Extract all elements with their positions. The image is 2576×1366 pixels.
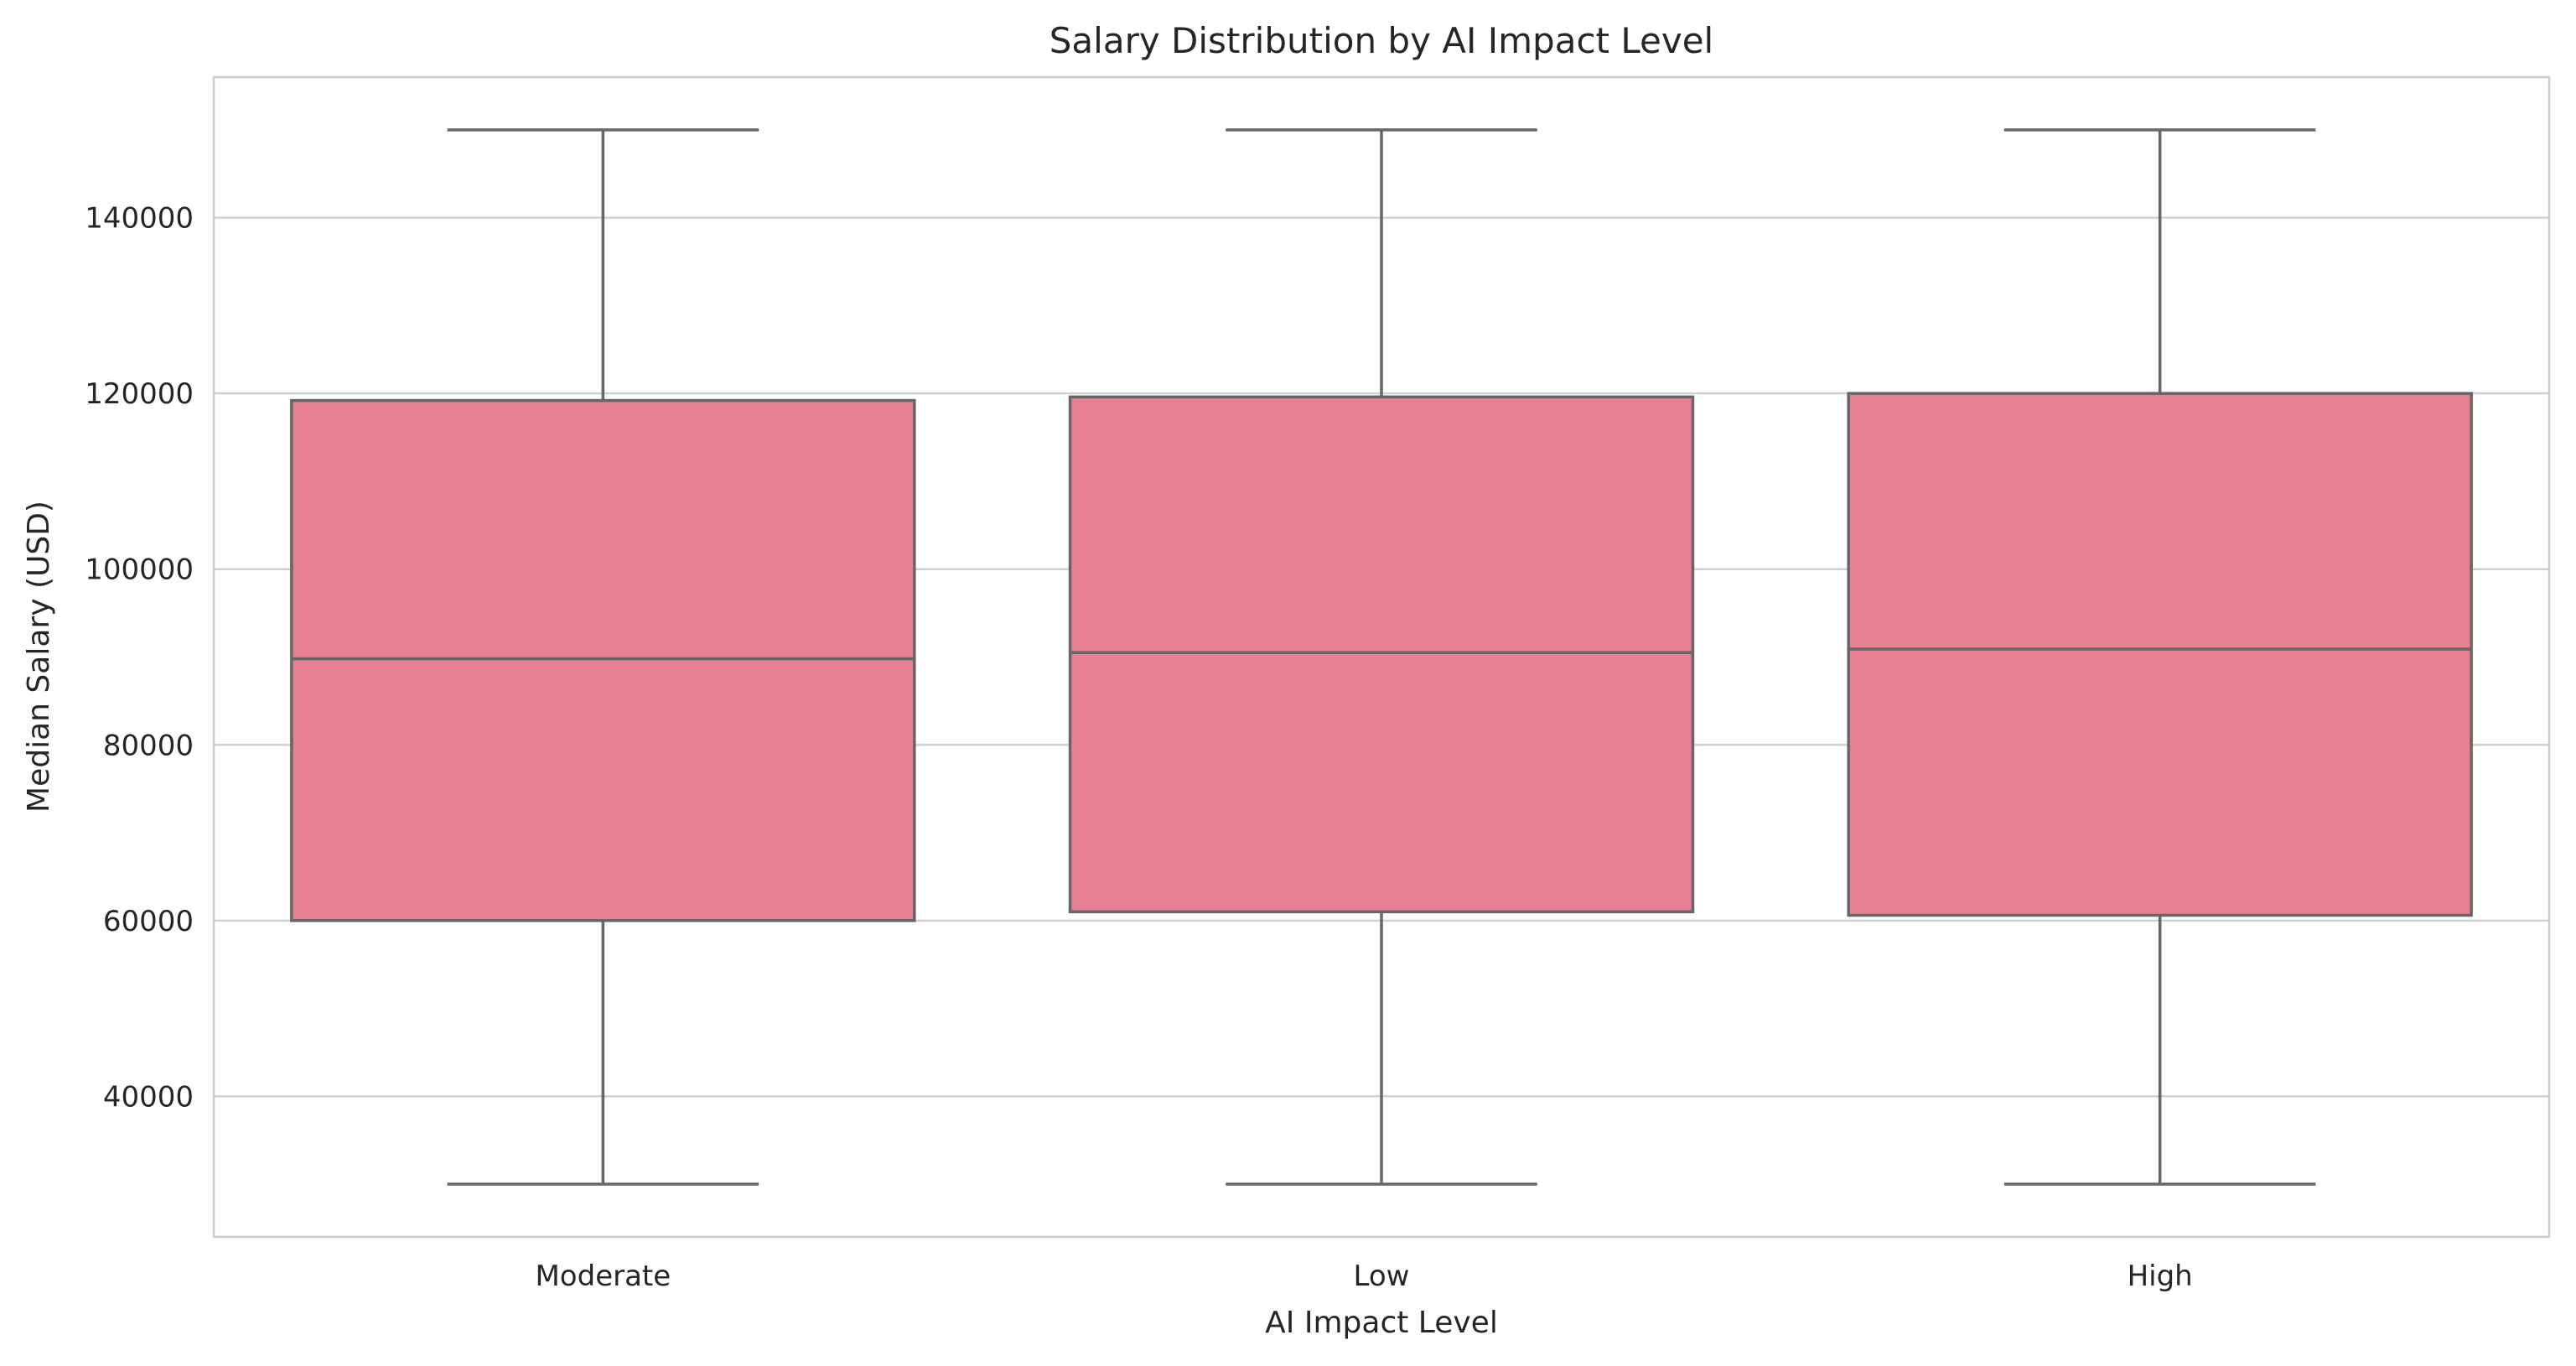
x-tick-label: Moderate bbox=[535, 1260, 671, 1293]
x-tick-label: Low bbox=[1354, 1260, 1410, 1293]
y-tick-label: 120000 bbox=[85, 377, 194, 411]
y-tick-label: 100000 bbox=[85, 553, 194, 587]
x-axis-label: AI Impact Level bbox=[1265, 1306, 1498, 1340]
y-tick-label: 140000 bbox=[85, 202, 194, 236]
x-tick-labels: Moderate Low High bbox=[535, 1260, 2192, 1293]
box-low bbox=[1068, 128, 1695, 1186]
y-tick-label: 80000 bbox=[103, 729, 194, 762]
iqr-box bbox=[290, 398, 916, 922]
box-high bbox=[1847, 128, 2473, 1186]
iqr-box bbox=[1847, 392, 2473, 917]
y-tick-labels: 40000 60000 80000 100000 120000 140000 bbox=[85, 202, 194, 1114]
x-tick-label: High bbox=[2128, 1260, 2193, 1293]
y-tick-label: 60000 bbox=[103, 905, 194, 938]
chart-title: Salary Distribution by AI Impact Level bbox=[1050, 20, 1713, 61]
boxes bbox=[290, 128, 2473, 1186]
plot-frame bbox=[212, 75, 2551, 1239]
y-axis-label: Median Salary (USD) bbox=[22, 501, 56, 813]
iqr-box bbox=[1068, 395, 1695, 914]
box-moderate bbox=[290, 128, 916, 1186]
y-tick-label: 40000 bbox=[103, 1080, 194, 1114]
